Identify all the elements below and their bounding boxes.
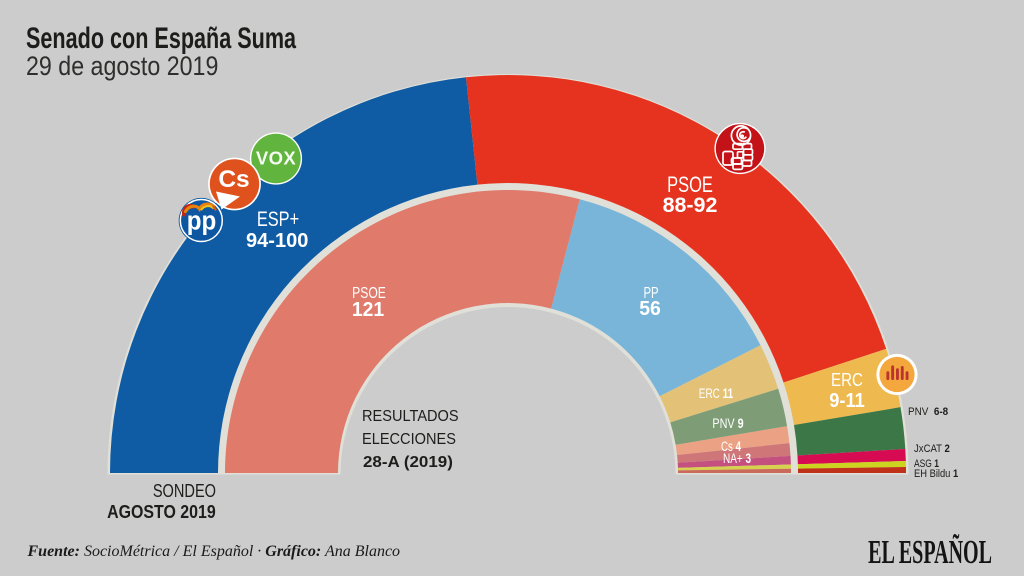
svg-text:Cs: Cs — [218, 166, 249, 193]
svg-text:pp: pp — [187, 207, 217, 236]
svg-text:VOX: VOX — [256, 148, 297, 169]
